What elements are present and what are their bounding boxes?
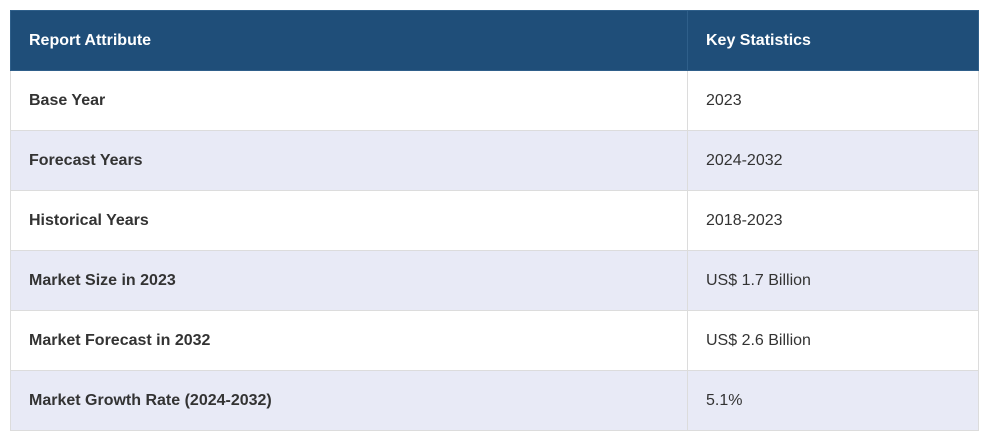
- table-row: Market Forecast in 2032 US$ 2.6 Billion: [10, 310, 979, 371]
- table-row: Historical Years 2018-2023: [10, 190, 979, 251]
- value-cell: 2023: [687, 70, 979, 131]
- table-body: Base Year 2023 Forecast Years 2024-2032 Hist…: [10, 70, 979, 431]
- attribute-cell: Market Forecast in 2032: [10, 310, 688, 371]
- header-row: Report Attribute Key Statistics: [10, 10, 979, 71]
- value-cell: US$ 2.6 Billion: [687, 310, 979, 371]
- attribute-cell: Market Growth Rate (2024-2032): [10, 370, 688, 431]
- stats-table: Report Attribute Key Statistics Base Year…: [10, 10, 979, 431]
- table-row: Market Growth Rate (2024-2032) 5.1%: [10, 370, 979, 431]
- value-cell: 5.1%: [687, 370, 979, 431]
- attribute-cell: Forecast Years: [10, 130, 688, 191]
- value-cell: US$ 1.7 Billion: [687, 250, 979, 311]
- attribute-cell: Historical Years: [10, 190, 688, 251]
- table-row: Forecast Years 2024-2032: [10, 130, 979, 191]
- header-cell: Report Attribute: [10, 10, 688, 71]
- value-cell: 2018-2023: [687, 190, 979, 251]
- attribute-cell: Base Year: [10, 70, 688, 131]
- attribute-cell: Market Size in 2023: [10, 250, 688, 311]
- header-cell: Key Statistics: [687, 10, 979, 71]
- value-cell: 2024-2032: [687, 130, 979, 191]
- table-row: Base Year 2023: [10, 70, 979, 131]
- table-row: Market Size in 2023 US$ 1.7 Billion: [10, 250, 979, 311]
